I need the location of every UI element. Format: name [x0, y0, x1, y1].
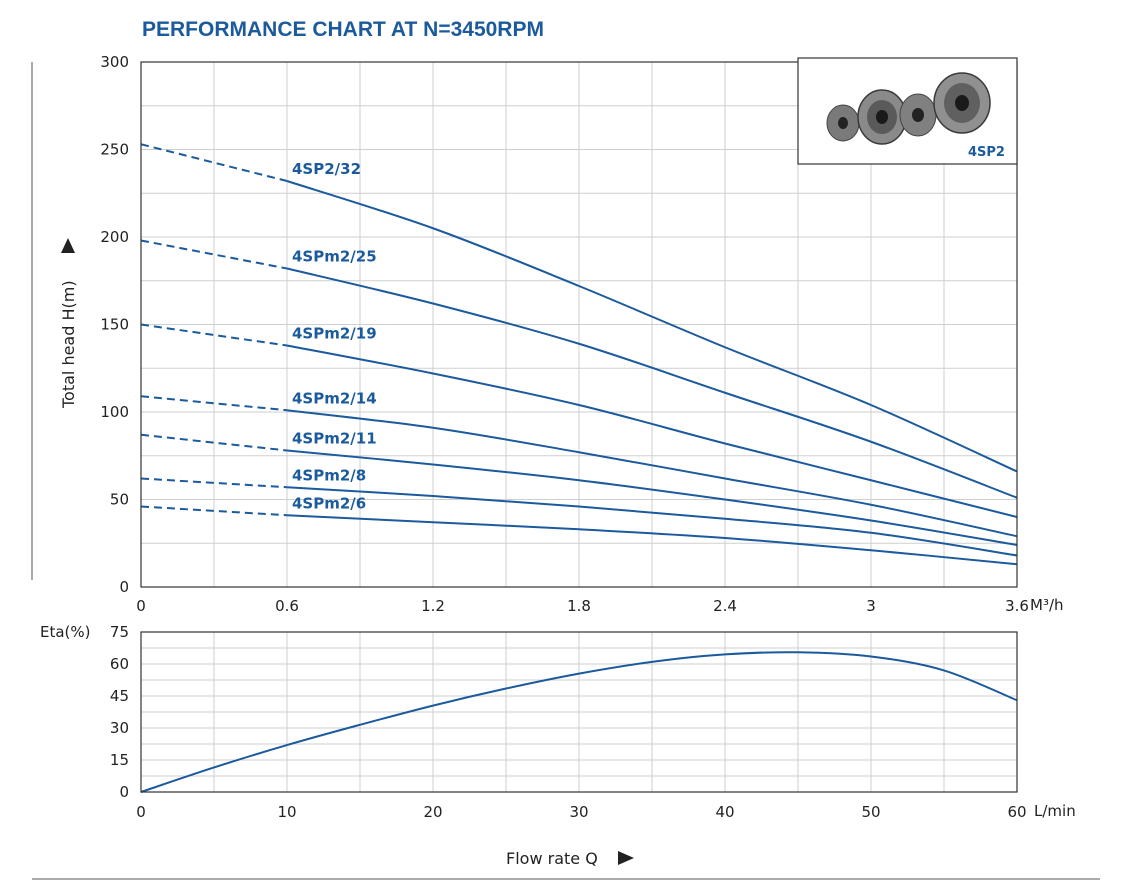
curve-label: 4SPm2/14 — [292, 389, 377, 407]
x-tick-label: 50 — [861, 803, 880, 821]
curve-dashed-segment — [140, 433, 288, 452]
up-arrow-icon — [61, 238, 75, 253]
impeller-image — [826, 72, 991, 145]
y-tick-label: 200 — [100, 228, 129, 246]
curve-dashed-segment — [140, 323, 288, 347]
chart-title: PERFORMANCE CHART AT N=3450RPM — [142, 18, 544, 41]
curve-label: 4SPm2/6 — [292, 494, 366, 512]
x-tick-label: 0.6 — [275, 597, 299, 615]
y-tick-label: 75 — [110, 623, 129, 641]
y-tick-label: 15 — [110, 751, 129, 769]
y-tick-label: 0 — [119, 783, 129, 801]
curve-dashed-segment — [140, 395, 288, 412]
y-axis-label-group: Total head H(m) — [59, 238, 78, 409]
x-tick-label: 3 — [866, 597, 876, 615]
head-chart-curve-labels: 4SP2/32 4SPm2/25 4SPm2/19 4SPm2/14 4SPm2/11 4… — [292, 160, 377, 512]
eta-chart-curves — [140, 651, 1018, 793]
x-axis-label-group: Flow rate Q — [506, 849, 634, 868]
y-tick-label: 30 — [110, 719, 129, 737]
x-tick-label: 20 — [423, 803, 442, 821]
x-tick-label: 2.4 — [713, 597, 737, 615]
efficiency-curve — [140, 651, 1018, 793]
curve-label: 4SPm2/8 — [292, 466, 366, 484]
eta-axis-label: Eta(%) — [40, 623, 91, 641]
x-tick-label: 60 — [1007, 803, 1026, 821]
x-tick-label: 1.2 — [421, 597, 445, 615]
pump-curve — [286, 514, 1018, 566]
head-chart-frame — [140, 61, 1018, 588]
x-tick-label: 1.8 — [567, 597, 591, 615]
pump-curve — [286, 180, 1018, 473]
x-tick-label: 40 — [715, 803, 734, 821]
x-tick-label: 30 — [569, 803, 588, 821]
curve-label: 4SPm2/25 — [292, 248, 377, 266]
x-tick-label: 10 — [277, 803, 296, 821]
curve-label: 4SPm2/19 — [292, 325, 377, 343]
y-tick-label: 45 — [110, 687, 129, 705]
pump-curve — [286, 486, 1018, 557]
y-tick-label: 60 — [110, 655, 129, 673]
impeller-photo: 4SP2 — [797, 57, 1018, 165]
curve-dashed-segment — [140, 477, 288, 489]
x-tick-label: 3.6 — [1005, 597, 1029, 615]
pump-curve — [286, 449, 1018, 546]
y-axis-label: Total head H(m) — [59, 280, 78, 409]
curve-label: 4SPm2/11 — [292, 430, 377, 448]
y-tick-label: 150 — [100, 316, 129, 334]
flow-unit-label: L/min — [1034, 802, 1076, 820]
x-unit-label: M³/h — [1030, 596, 1064, 614]
curve-label: 4SP2/32 — [292, 160, 361, 178]
pump-curve — [286, 267, 1018, 499]
head-chart-ticks: 0 0.6 1.2 1.8 2.4 3 3.6 0 50 100 150 200 250 300 — [100, 53, 1029, 615]
y-tick-label: 100 — [100, 403, 129, 421]
y-tick-label: 50 — [110, 491, 129, 509]
curve-dashed-segment — [140, 505, 288, 517]
eta-chart-ticks: 0 10 20 30 40 50 60 0 15 30 45 60 75 — [110, 623, 1027, 821]
eta-chart-frame — [140, 631, 1018, 793]
curve-dashed-segment — [140, 239, 288, 270]
y-tick-label: 0 — [119, 578, 129, 596]
y-tick-label: 250 — [100, 141, 129, 159]
x-tick-label: 0 — [136, 803, 146, 821]
pump-curve — [286, 344, 1018, 518]
x-axis-label: Flow rate Q — [506, 849, 598, 868]
right-arrow-icon — [618, 851, 634, 865]
head-chart-curves — [140, 143, 1018, 566]
photo-caption: 4SP2 — [968, 145, 1005, 160]
eta-chart-grid — [141, 632, 1017, 792]
y-tick-label: 300 — [100, 53, 129, 71]
pump-curve — [286, 409, 1018, 538]
x-tick-label: 0 — [136, 597, 146, 615]
